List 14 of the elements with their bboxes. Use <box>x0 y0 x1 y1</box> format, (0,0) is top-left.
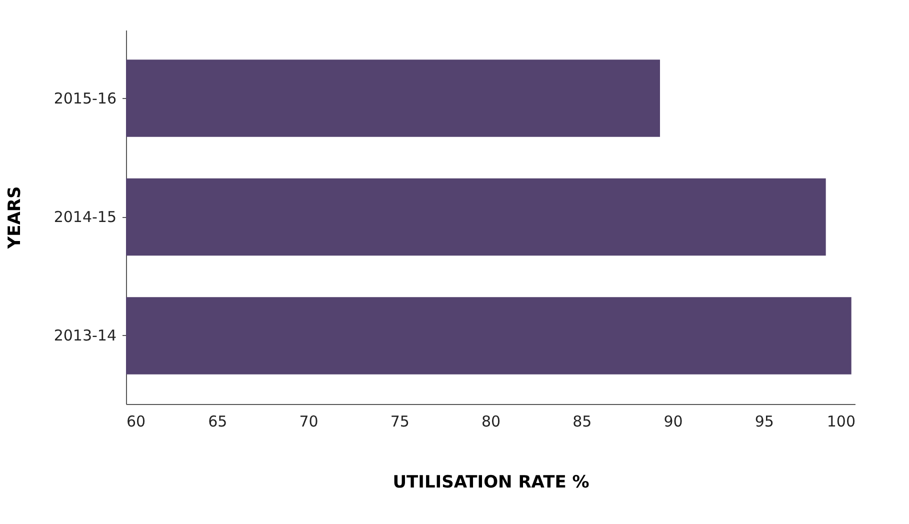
x-tick-label: 90 <box>664 412 683 430</box>
x-tick-label: 100 <box>826 412 856 430</box>
y-tick-label: 2014-15 <box>54 208 116 226</box>
y-tick-label: 2013-14 <box>54 326 116 345</box>
y-axis-title: YEARS <box>4 186 25 250</box>
x-tick-label: 95 <box>754 412 774 430</box>
x-axis-title: UTILISATION RATE % <box>392 472 590 492</box>
x-tick-label: 70 <box>299 412 318 430</box>
x-tick-label: 65 <box>208 412 228 430</box>
y-tick-label: 2015-16 <box>54 89 116 108</box>
x-tick-label: 75 <box>390 412 410 430</box>
x-tick-label: 80 <box>481 412 501 430</box>
x-tick-label: 85 <box>572 412 592 430</box>
x-tick-label: 60 <box>126 412 146 430</box>
